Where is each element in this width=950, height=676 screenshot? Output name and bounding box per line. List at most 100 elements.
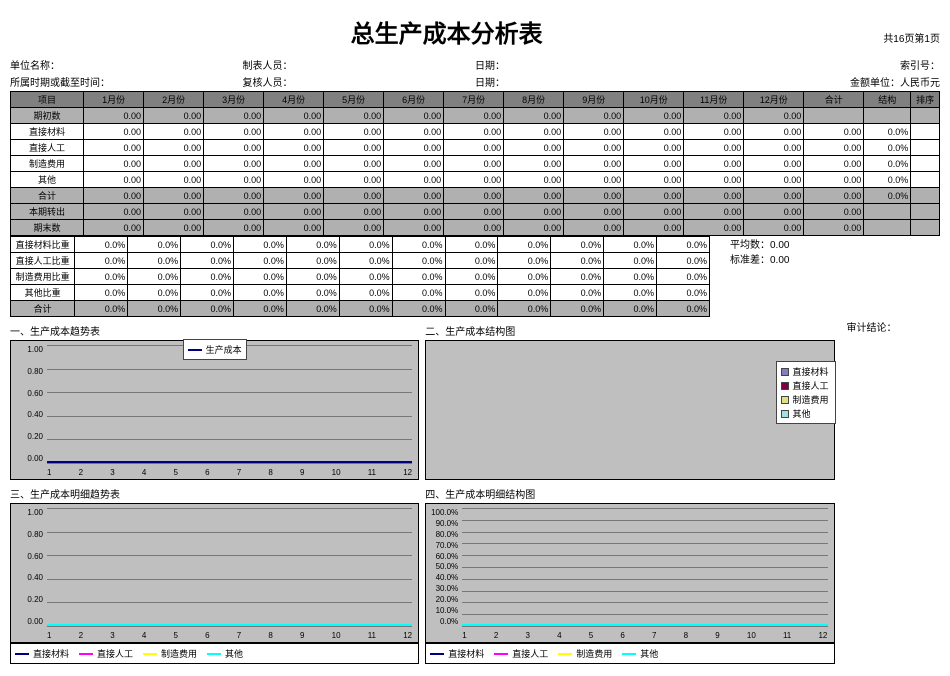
x-axis: 123456789101112 [462,631,827,640]
cell: 0.00 [444,156,504,172]
grid-line [462,591,827,592]
cell [804,108,864,124]
x-axis: 123456789101112 [47,468,412,477]
grid-line [47,439,412,440]
cell: 0.0% [445,301,498,317]
cell: 0.00 [144,188,204,204]
cell [911,140,940,156]
grid-line [462,555,827,556]
cell: 0.0% [128,237,181,253]
cell: 0.00 [804,220,864,236]
cell: 0.0% [657,269,710,285]
grid-line [462,626,827,627]
swatch-icon [622,653,636,655]
cell: 0.00 [564,204,624,220]
y-axis: 1.000.800.600.400.200.00 [13,508,43,626]
audit-conclusion: 审计结论： [841,319,941,666]
cell: 0.00 [384,188,444,204]
cell: 0.00 [624,108,684,124]
cell: 0.00 [504,156,564,172]
cell: 0.0% [181,269,234,285]
cell: 0.00 [504,108,564,124]
swatch-icon [558,653,572,655]
cell: 0.0% [128,269,181,285]
cell: 0.0% [128,301,181,317]
legend: 直接材料直接人工制造费用其他 [776,361,836,424]
cell: 0.0% [392,269,445,285]
chart-box: 1.000.800.600.400.200.00123456789101112生… [10,340,419,480]
cell: 0.00 [564,156,624,172]
ratio-table: 直接材料比重0.0%0.0%0.0%0.0%0.0%0.0%0.0%0.0%0.… [10,236,710,317]
grid-line [47,532,412,533]
cell: 0.00 [204,204,264,220]
cell: 0.0% [551,301,604,317]
cell: 0.0% [339,285,392,301]
swatch-icon [781,396,789,404]
row-label: 合计 [11,301,75,317]
meta-row-2: 所属时期或截至时间： 复核人员： 日期： 金额单位：人民币元 [10,74,940,89]
cell: 0.00 [444,140,504,156]
cell: 0.00 [264,220,324,236]
cell: 0.00 [684,156,744,172]
table-row: 期末数0.000.000.000.000.000.000.000.000.000… [11,220,940,236]
cell: 0.00 [204,140,264,156]
col-header: 4月份 [264,92,324,108]
cell: 0.00 [384,204,444,220]
legend-item: 制造费用 [781,393,831,406]
cell: 0.0% [181,237,234,253]
cell: 0.00 [84,220,144,236]
row-label: 制造费用 [11,156,84,172]
col-header: 10月份 [624,92,684,108]
col-header: 11月份 [684,92,744,108]
cell: 0.0% [864,172,911,188]
legend-item: 直接人工 [79,647,133,660]
index-label: 索引号： [708,57,941,72]
cell: 0.0% [604,301,657,317]
legend-item: 其他 [781,407,831,420]
cell: 0.0% [339,301,392,317]
cell: 0.00 [264,140,324,156]
cell: 0.00 [684,220,744,236]
cell: 0.00 [264,204,324,220]
cell: 0.0% [392,253,445,269]
grid-line [47,416,412,417]
cell: 0.0% [75,285,128,301]
row-label: 直接材料比重 [11,237,75,253]
cell: 0.00 [324,124,384,140]
cell: 0.0% [181,285,234,301]
cell: 0.0% [286,253,339,269]
legend-label: 制造费用 [161,647,197,660]
plot-area [462,345,827,463]
cell: 0.0% [234,253,287,269]
grid-line [47,602,412,603]
cell: 0.0% [604,237,657,253]
cell: 0.0% [286,285,339,301]
cell: 0.00 [624,220,684,236]
legend-item: 其他 [207,647,243,660]
swatch-icon [781,368,789,376]
cell: 0.00 [804,140,864,156]
table-row: 制造费用0.000.000.000.000.000.000.000.000.00… [11,156,940,172]
plot-area [47,345,412,463]
swatch-icon [430,653,444,655]
cell: 0.00 [84,204,144,220]
cell: 0.00 [84,124,144,140]
cell: 0.00 [564,108,624,124]
cell: 0.0% [75,253,128,269]
cell: 0.0% [498,269,551,285]
cell: 0.00 [624,188,684,204]
legend-label: 直接材料 [33,647,69,660]
cell: 0.0% [604,285,657,301]
cell: 0.00 [684,204,744,220]
cell: 0.0% [234,285,287,301]
cell: 0.0% [286,237,339,253]
col-header: 1月份 [84,92,144,108]
legend-label: 其他 [640,647,658,660]
cell: 0.00 [84,108,144,124]
grid-line [47,508,412,509]
cell: 0.00 [504,140,564,156]
cell: 0.00 [804,172,864,188]
cell: 0.00 [264,108,324,124]
cell: 0.00 [444,220,504,236]
legend-label: 其他 [793,407,811,420]
